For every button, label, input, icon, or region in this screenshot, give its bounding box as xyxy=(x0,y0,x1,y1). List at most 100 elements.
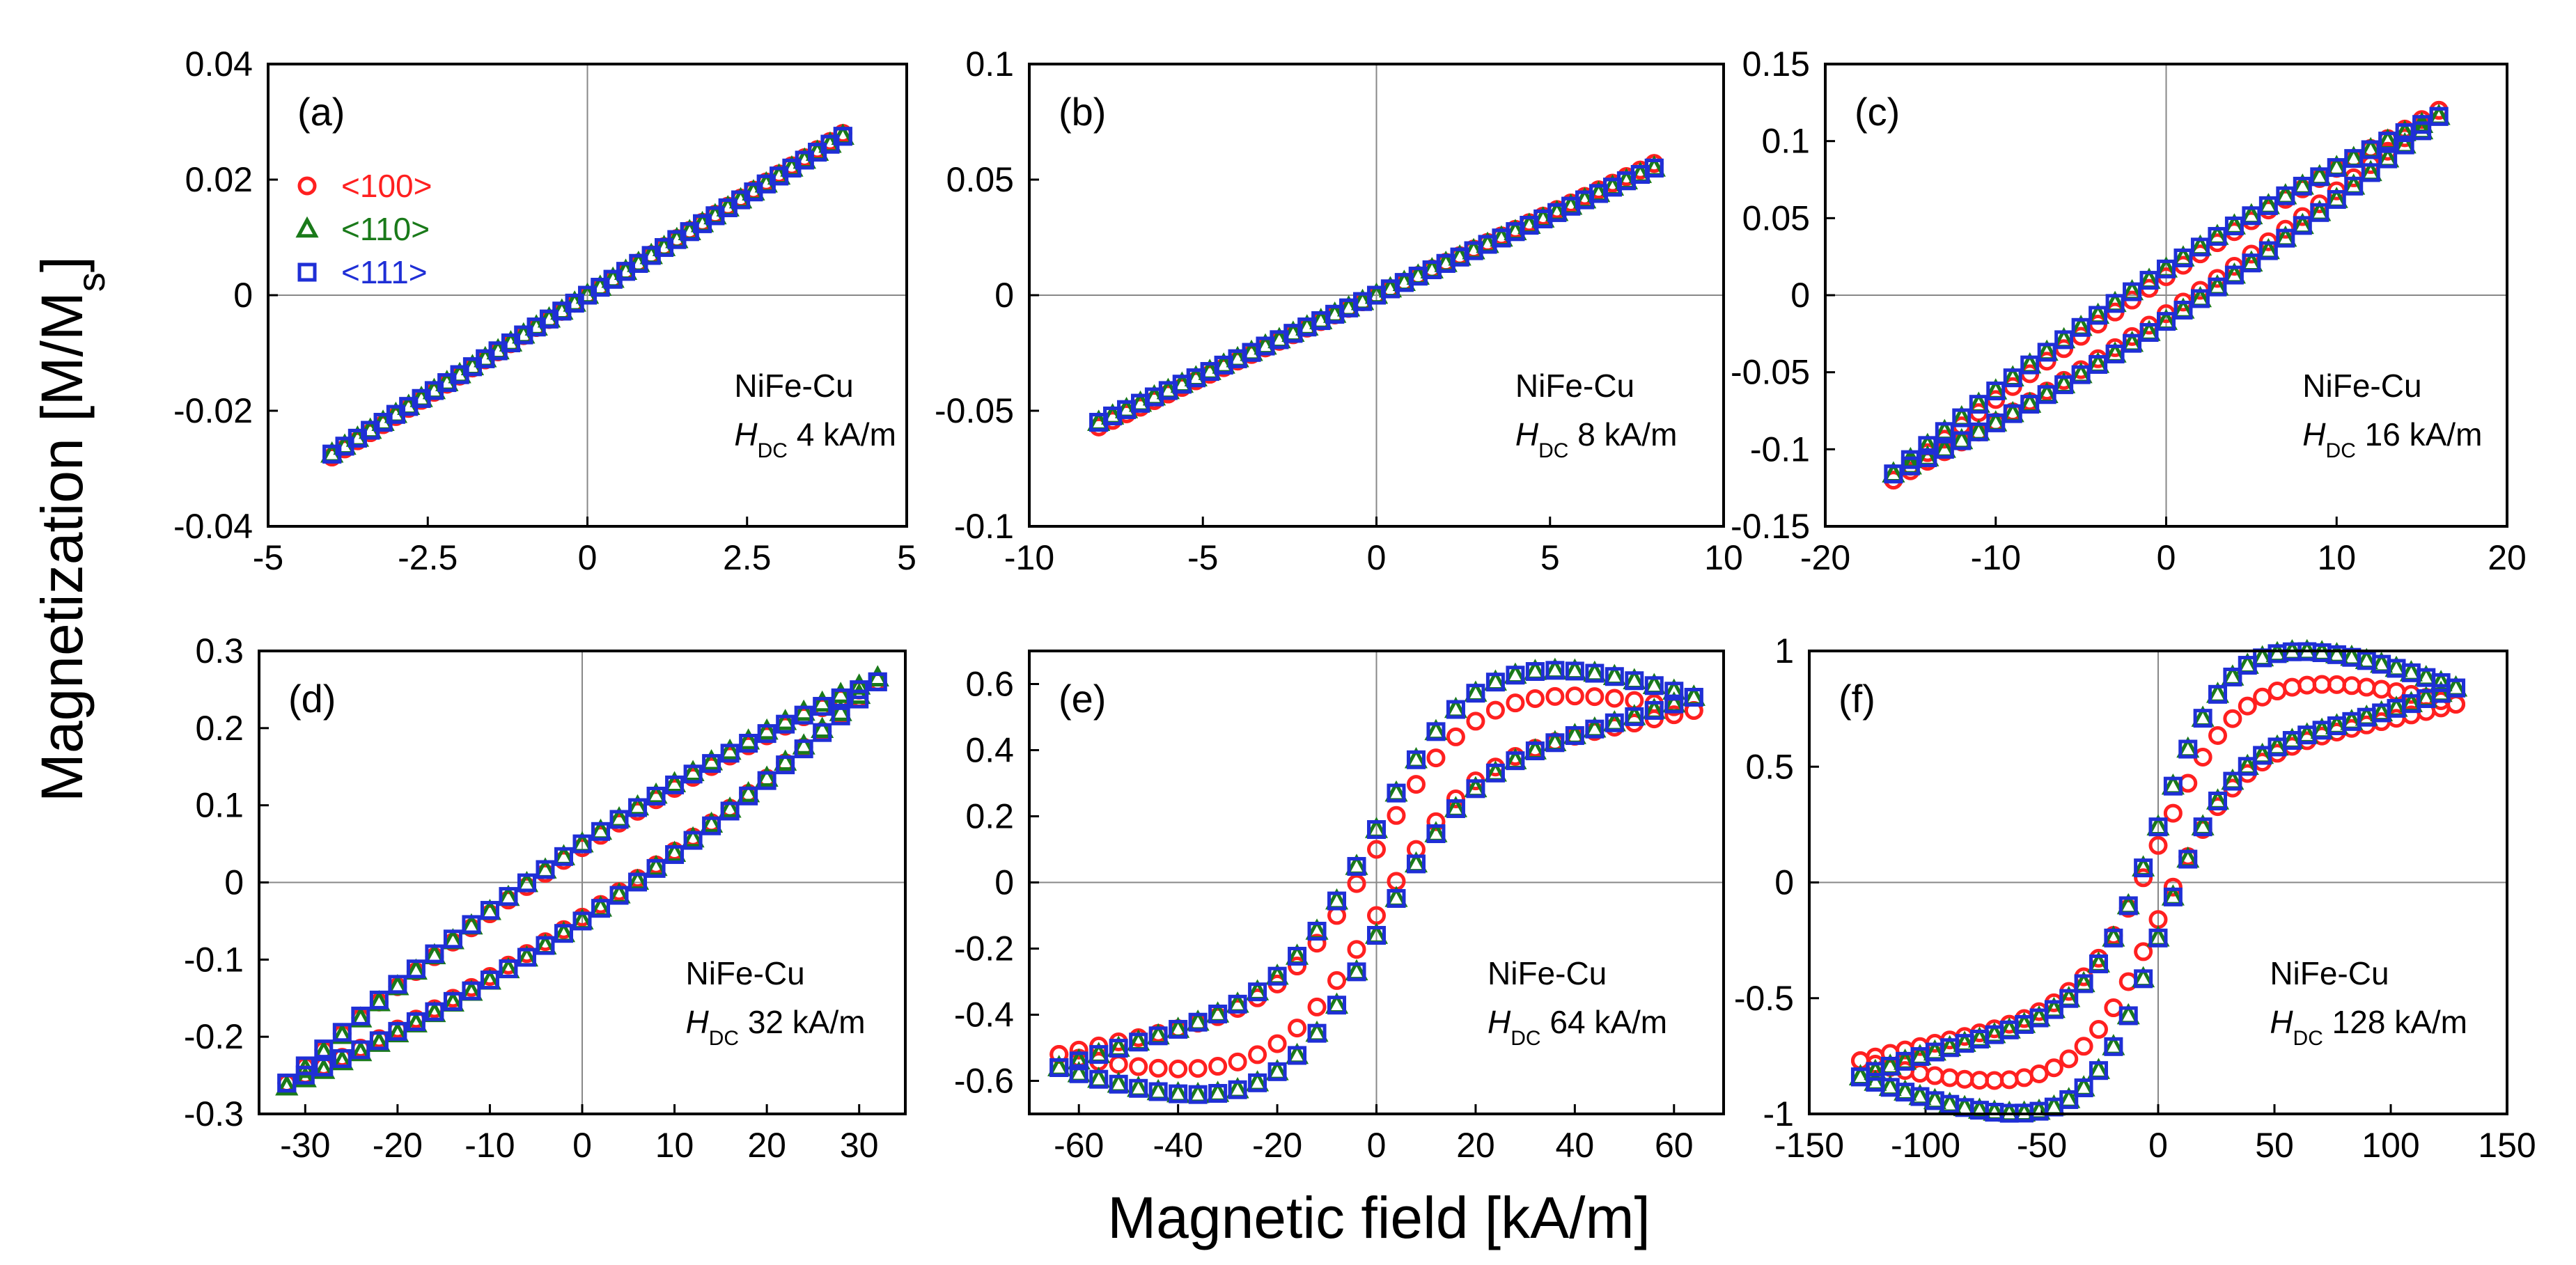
data-point xyxy=(757,771,776,790)
legend-label: <111> xyxy=(341,254,428,290)
data-point xyxy=(681,760,705,781)
data-point xyxy=(1129,1078,1148,1098)
data-point xyxy=(1347,856,1366,876)
series-111 xyxy=(277,672,887,1093)
data-point xyxy=(1446,799,1465,819)
panel-label: (a) xyxy=(297,90,345,134)
data-point xyxy=(2357,677,2376,697)
y-tick-label: 0 xyxy=(994,863,1014,902)
data-point xyxy=(293,1066,317,1087)
data-point xyxy=(2282,677,2302,697)
data-point xyxy=(737,728,760,750)
data-point xyxy=(1367,926,1386,945)
y-tick-label: 0 xyxy=(233,276,253,315)
data-point xyxy=(1406,854,1426,874)
data-point xyxy=(1925,1066,1944,1085)
x-tick-label: -50 xyxy=(2017,1126,2067,1165)
data-point xyxy=(1506,666,1525,685)
data-point xyxy=(1545,661,1565,680)
data-point xyxy=(2134,969,2153,989)
data-point xyxy=(349,1006,373,1028)
data-point xyxy=(702,754,721,773)
legend: <100> <110> <111> xyxy=(295,168,432,290)
data-point xyxy=(1148,1058,1168,1078)
panel-label: (b) xyxy=(1059,90,1106,134)
y-tick-label: -0.04 xyxy=(173,507,253,546)
data-point xyxy=(628,798,648,817)
data-point xyxy=(1347,940,1366,959)
data-point xyxy=(2089,1020,2108,1039)
data-point xyxy=(831,688,850,707)
data-point xyxy=(330,1048,354,1071)
data-point xyxy=(1069,1040,1088,1060)
data-point xyxy=(314,1039,334,1059)
panel-label: (e) xyxy=(1059,677,1106,721)
data-point xyxy=(2312,675,2332,694)
data-point xyxy=(609,810,629,829)
data-point xyxy=(794,739,813,759)
y-tick-label: -0.6 xyxy=(954,1062,1014,1101)
data-point xyxy=(2378,149,2398,168)
data-point xyxy=(1426,812,1446,831)
data-point xyxy=(2276,228,2295,248)
plot-frame xyxy=(1028,63,1725,528)
series-111 xyxy=(322,127,852,464)
data-point xyxy=(2139,271,2159,290)
data-point xyxy=(1545,686,1565,706)
x-tick-label: 10 xyxy=(655,1126,694,1165)
data-point xyxy=(1208,1057,1228,1076)
data-point xyxy=(1565,661,1584,681)
data-point xyxy=(2071,317,2091,337)
data-point xyxy=(425,944,444,964)
field-label: HDC 64 kA/m xyxy=(1488,1004,1667,1050)
data-point xyxy=(2224,265,2244,285)
data-point xyxy=(2003,368,2022,388)
data-point xyxy=(2242,253,2261,273)
series-111 xyxy=(1884,107,2449,484)
data-point xyxy=(2157,259,2176,278)
data-point xyxy=(2178,849,2198,869)
data-point xyxy=(683,831,703,850)
panel-d: -30 -20 -10 0 10 20 30 -0.3 -0.2 -0.1 0 0.1 0.2 0.3 (d… xyxy=(184,631,907,1165)
x-tick-label: 30 xyxy=(840,1126,879,1165)
data-point xyxy=(2054,330,2074,349)
data-point xyxy=(1327,891,1347,911)
data-point xyxy=(2089,354,2108,374)
data-point xyxy=(776,714,795,734)
data-point xyxy=(2059,989,2079,1008)
data-point xyxy=(1644,158,1664,178)
y-tick-label: -0.15 xyxy=(1731,507,1810,546)
data-point xyxy=(517,948,536,967)
series-111 xyxy=(1850,642,2466,1123)
panel-b: -10 -5 0 5 10 -0.1 -0.05 0 0.05 0.1 (b) NiFe-Cu HDC … xyxy=(935,45,1743,577)
data-point xyxy=(1248,982,1267,1002)
data-point xyxy=(1129,1057,1148,1076)
data-point xyxy=(755,718,779,740)
data-point xyxy=(1446,789,1465,808)
data-point xyxy=(848,682,871,705)
data-point xyxy=(2395,135,2414,155)
data-point xyxy=(2293,176,2312,196)
y-tick-label: 0.02 xyxy=(185,160,253,199)
data-point xyxy=(2134,858,2153,878)
data-point xyxy=(1208,1004,1228,1023)
data-point xyxy=(2029,1064,2049,1083)
panel-f: -150 -100 -50 0 50 100 150 -1 -0.5 0 0.5 1 (f) NiFe-C… xyxy=(1734,631,2536,1165)
data-point xyxy=(644,854,668,877)
data-point xyxy=(700,748,724,771)
x-tick-label: 0 xyxy=(1367,1126,1387,1165)
material-label: NiFe-Cu xyxy=(2302,368,2421,404)
data-point xyxy=(811,690,834,712)
data-point xyxy=(665,775,685,794)
data-point xyxy=(462,981,481,1000)
data-point xyxy=(850,689,869,709)
data-point xyxy=(1069,1051,1088,1071)
data-point xyxy=(1347,874,1366,893)
data-point xyxy=(1347,962,1366,982)
y-tick-label: 0.5 xyxy=(1745,747,1794,786)
x-tick-label: 20 xyxy=(747,1126,786,1165)
data-point xyxy=(367,1030,391,1052)
data-point xyxy=(774,749,797,771)
data-point xyxy=(425,1002,444,1021)
panels-group: -5 -2.5 0 2.5 5 -0.04 -0.02 0 0.02 0.04 (a) NiFe-Cu… xyxy=(173,45,2536,1165)
